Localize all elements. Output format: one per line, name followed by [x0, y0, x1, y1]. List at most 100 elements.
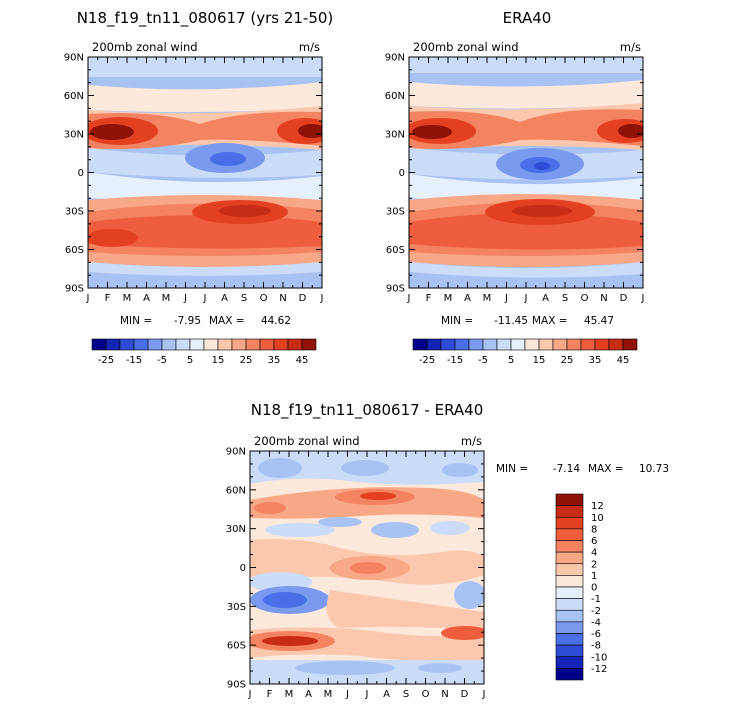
colorbar-swatch-difference: [555, 540, 584, 553]
colorbar-label-difference: -1: [591, 594, 601, 605]
x-tick-label-model: J: [203, 293, 207, 304]
y-tick-label-era40: 60N: [385, 91, 405, 102]
y-tick-label-era40: 0: [399, 168, 405, 179]
x-tick-label-model: M: [123, 293, 132, 304]
colorbar-swatch-model: [217, 338, 233, 351]
x-tick-label-difference: J: [345, 689, 349, 700]
y-tick-label-difference: 90N: [226, 447, 246, 458]
colorbar-swatch-model: [259, 338, 275, 351]
x-tick-label-era40: S: [562, 293, 568, 304]
y-tick-label-model: 60S: [65, 245, 84, 256]
colorbar-swatch-difference: [555, 644, 584, 658]
colorbar-swatch-model: [203, 338, 219, 351]
colorbar-swatch-difference: [555, 668, 584, 681]
y-tick-label-era40: 30N: [385, 130, 405, 141]
y-tick-label-difference: 30N: [226, 524, 246, 535]
colorbar-swatch-model: [133, 338, 149, 351]
x-tick-label-era40: M: [444, 293, 453, 304]
colorbar-swatch-era40: [412, 338, 428, 351]
panel-model-max-value: 44.62: [261, 315, 291, 327]
colorbar-swatch-difference: [555, 586, 584, 599]
colorbar-label-era40: 15: [533, 355, 546, 366]
colorbar-swatch-difference: [555, 528, 584, 541]
x-tick-label-era40: F: [426, 293, 432, 304]
colorbar-label-difference: 6: [591, 536, 597, 547]
colorbar-label-difference: -4: [591, 617, 601, 628]
colorbar-swatch-era40: [440, 338, 456, 351]
x-tick-label-model: A: [221, 293, 228, 304]
y-tick-label-model: 90N: [64, 53, 84, 64]
x-tick-label-difference: J: [482, 689, 486, 700]
x-tick-label-model: F: [105, 293, 111, 304]
colorbar-label-difference: 12: [591, 501, 604, 512]
y-tick-label-model: 60N: [64, 91, 84, 102]
colorbar-label-model: -25: [98, 355, 114, 366]
colorbar-label-era40: -25: [419, 355, 435, 366]
x-tick-label-difference: D: [461, 689, 469, 700]
colorbar-swatch-era40: [454, 338, 470, 351]
colorbar-label-difference: -10: [591, 652, 607, 663]
colorbar-label-difference: 8: [591, 524, 597, 535]
colorbar-label-difference: 2: [591, 559, 597, 570]
colorbar-label-era40: 35: [589, 355, 602, 366]
colorbar-label-difference: 1: [591, 571, 597, 582]
x-tick-label-difference: J: [365, 689, 369, 700]
colorbar-label-model: 5: [187, 355, 193, 366]
panel-difference-units: m/s: [461, 434, 482, 448]
y-tick-label-era40: 30S: [386, 207, 405, 218]
colorbar-label-model: 15: [212, 355, 225, 366]
y-tick-label-era40: 60S: [386, 245, 405, 256]
y-tick-label-difference: 90S: [227, 680, 246, 691]
x-tick-label-difference: J: [248, 689, 252, 700]
y-tick-label-model: 0: [78, 168, 84, 179]
panel-era40-min-label: MIN =: [441, 315, 473, 327]
x-tick-label-model: J: [320, 293, 324, 304]
colorbar-swatch-era40: [608, 338, 624, 351]
x-tick-label-model: J: [86, 293, 90, 304]
x-tick-label-difference: M: [324, 689, 333, 700]
colorbar-label-model: 45: [296, 355, 309, 366]
x-tick-label-era40: J: [504, 293, 508, 304]
colorbar-swatch-model: [105, 338, 121, 351]
colorbar-swatch-difference: [555, 505, 584, 518]
colorbar-swatch-model: [175, 338, 191, 351]
x-tick-label-difference: M: [285, 689, 294, 700]
colorbar-swatch-era40: [426, 338, 442, 351]
panel-model-units: m/s: [299, 40, 320, 54]
colorbar-label-era40: -5: [478, 355, 488, 366]
y-tick-label-model: 30N: [64, 130, 84, 141]
colorbar-swatch-era40: [552, 338, 568, 351]
colorbar-swatch-difference: [555, 516, 584, 530]
colorbar-label-era40: 5: [508, 355, 514, 366]
y-tick-label-difference: 60N: [226, 485, 246, 496]
panel-model-max-label: MAX =: [209, 315, 245, 327]
colorbar-swatch-difference: [555, 563, 584, 576]
panel-model-min-value: -7.95: [174, 315, 201, 327]
colorbar-swatch-era40: [482, 338, 498, 351]
colorbar-swatch-model: [231, 338, 247, 351]
x-tick-label-era40: O: [581, 293, 589, 304]
panel-model-title: N18_f19_tn11_080617 (yrs 21-50): [77, 9, 334, 28]
x-tick-label-model: A: [143, 293, 150, 304]
colorbar-swatch-difference: [555, 598, 584, 611]
panel-era40-title: ERA40: [503, 9, 552, 27]
colorbar-label-difference: 4: [591, 548, 597, 559]
colorbar-swatch-difference: [555, 621, 584, 634]
colorbar-label-era40: -15: [447, 355, 463, 366]
x-tick-label-model: S: [241, 293, 247, 304]
y-tick-label-model: 30S: [65, 207, 84, 218]
x-tick-label-difference: O: [422, 689, 430, 700]
y-tick-label-difference: 0: [240, 563, 246, 574]
x-tick-label-difference: F: [267, 689, 273, 700]
colorbar-label-difference: 0: [591, 583, 597, 594]
panel-model: N18_f19_tn11_080617 (yrs 21-50) 200mb zo…: [64, 9, 334, 366]
x-tick-label-model: D: [299, 293, 307, 304]
colorbar-swatch-era40: [594, 338, 610, 351]
colorbar-swatch-model: [301, 338, 317, 351]
colorbar-label-model: 25: [240, 355, 253, 366]
panel-model-min-label: MIN =: [120, 315, 152, 327]
colorbar-label-model: 35: [268, 355, 281, 366]
x-tick-label-model: O: [260, 293, 268, 304]
colorbar-swatch-era40: [468, 338, 484, 351]
x-tick-label-model: J: [183, 293, 187, 304]
